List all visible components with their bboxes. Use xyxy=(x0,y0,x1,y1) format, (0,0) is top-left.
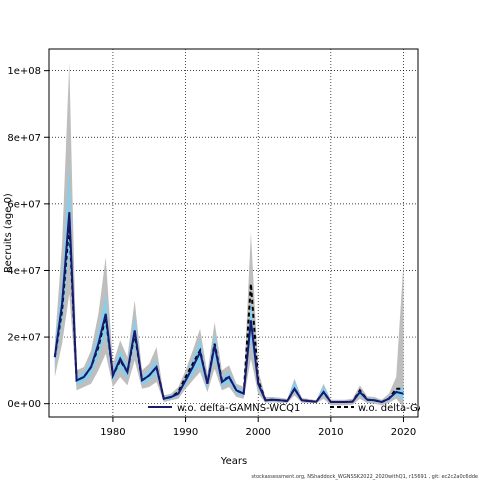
legend-label-compare: w.o. delta-GAMNS xyxy=(358,403,447,414)
y-axis-ticks: 0e+00 2e+07 4e+07 6e+07 8e+07 1e+08 xyxy=(7,66,49,410)
x-tick-label-1: 1990 xyxy=(173,427,198,438)
y-tick-label-0: 0e+00 xyxy=(7,399,41,410)
series-lines xyxy=(53,212,404,404)
plot-frame xyxy=(48,48,419,418)
x-tick-label-3: 2010 xyxy=(318,427,343,438)
x-axis-ticks: 1980 1990 2000 2010 2020 xyxy=(100,417,416,438)
x-tick-label-4: 2020 xyxy=(391,427,416,438)
confidence-band-outer xyxy=(54,62,404,408)
y-tick-label-3: 6e+07 xyxy=(7,199,41,210)
legend-clip-cover xyxy=(420,398,480,416)
y-tick-label-1: 2e+07 xyxy=(7,333,41,344)
x-tick-label-0: 1980 xyxy=(100,427,125,438)
footnote: stockassessment.org, NShaddock_WGNSSK202… xyxy=(251,474,478,480)
legend-label-main: w.o. delta-GAMNS-WCQ1 xyxy=(177,403,300,414)
series-line-main xyxy=(53,212,404,404)
y-tick-label-5: 1e+08 xyxy=(7,66,41,77)
x-axis-title: Years xyxy=(220,456,247,467)
legend: w.o. delta-GAMNS-WCQ1 w.o. delta-GAMNS xyxy=(148,398,480,416)
y-axis-title: Recruits (age 0) xyxy=(3,193,14,273)
grid-lines xyxy=(49,49,418,417)
x-tick-label-2: 2000 xyxy=(245,427,270,438)
y-tick-label-2: 4e+07 xyxy=(7,266,41,277)
confidence-bands xyxy=(54,62,404,408)
y-tick-label-4: 8e+07 xyxy=(7,133,41,144)
